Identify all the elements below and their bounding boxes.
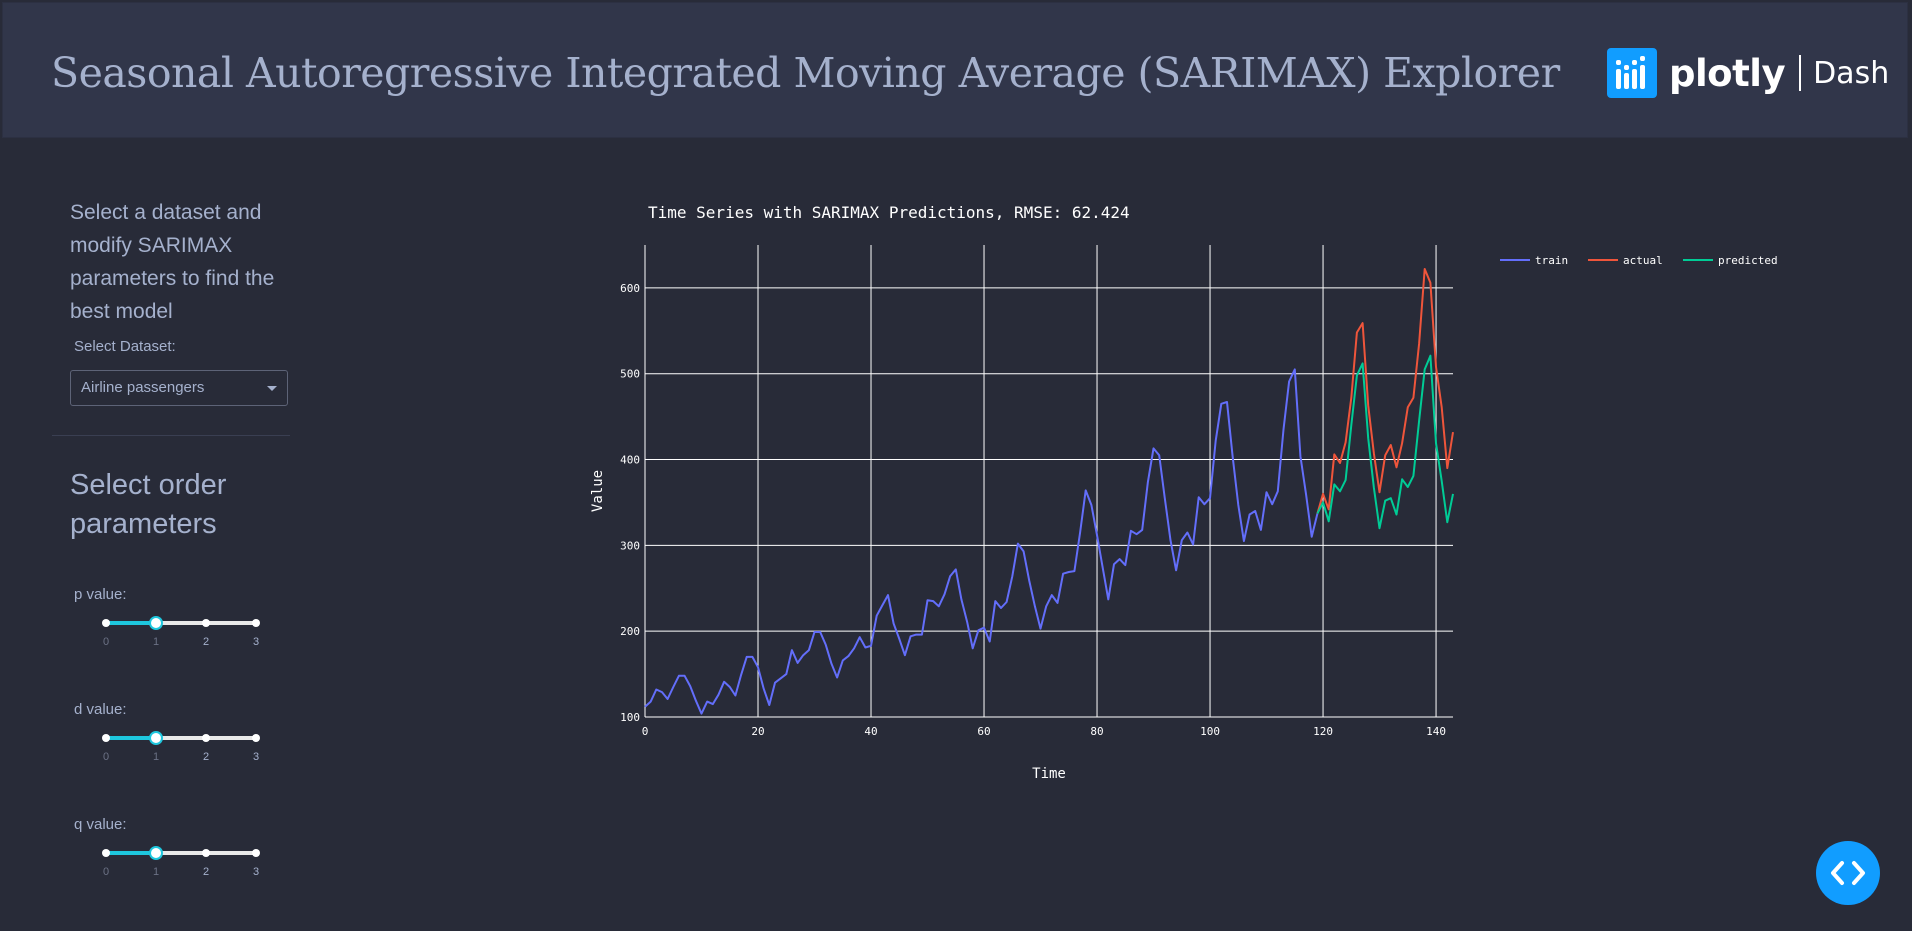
y-tick-label: 400 (620, 454, 640, 467)
x-tick-label: 100 (1200, 725, 1220, 738)
x-tick-label: 80 (1090, 725, 1103, 738)
x-axis-label: Time (1032, 766, 1066, 782)
slider-mark[interactable]: 3 (252, 866, 260, 878)
code-icon (1831, 861, 1865, 885)
slider-mark[interactable]: 0 (102, 636, 110, 648)
slider-mark[interactable]: 1 (152, 636, 160, 648)
chart-legend[interactable]: train actual predicted (1500, 254, 1778, 267)
chevron-down-icon[interactable] (267, 386, 277, 391)
chart-title: Time Series with SARIMAX Predictions, RM… (648, 203, 1130, 222)
series-line-train[interactable] (644, 368, 1319, 715)
slider-mark[interactable]: 3 (252, 751, 260, 763)
logo-suffix: Dash (1813, 55, 1890, 91)
d-value-label: d value: (74, 701, 127, 718)
header-banner: Seasonal Autoregressive Integrated Movin… (2, 2, 1908, 138)
slider-dot[interactable] (202, 849, 210, 857)
slider-handle[interactable] (149, 616, 163, 630)
slider-rail[interactable] (106, 851, 256, 855)
legend-label: actual (1623, 254, 1663, 267)
q-value-slider[interactable]: 0 1 2 3 (102, 842, 272, 882)
y-tick-label: 200 (620, 625, 640, 638)
chart-series[interactable] (644, 268, 1454, 715)
dataset-value: Airline passengers (81, 379, 205, 396)
slider-dot[interactable] (202, 734, 210, 742)
d-value-slider[interactable]: 0 1 2 3 (102, 727, 272, 767)
slider-track (106, 851, 156, 855)
plotly-logo-icon (1607, 48, 1657, 98)
slider-rail[interactable] (106, 736, 256, 740)
logo-word: plotly (1669, 51, 1786, 95)
y-tick-label: 100 (620, 711, 640, 724)
slider-mark[interactable]: 2 (202, 866, 210, 878)
q-value-label: q value: (74, 816, 127, 833)
legend-item-train[interactable]: train (1500, 254, 1568, 267)
p-value-label: p value: (74, 586, 127, 603)
slider-dot[interactable] (252, 849, 260, 857)
legend-item-predicted[interactable]: predicted (1683, 254, 1778, 267)
x-tick-label: 0 (642, 725, 649, 738)
y-tick-label: 600 (620, 282, 640, 295)
plotly-dash-logo[interactable]: plotly Dash (1607, 47, 1889, 99)
slider-dot[interactable] (102, 849, 110, 857)
y-axis-label: Value (590, 470, 606, 512)
slider-mark[interactable]: 3 (252, 636, 260, 648)
slider-rail[interactable] (106, 621, 256, 625)
y-tick-label: 500 (620, 368, 640, 381)
slider-track (106, 621, 156, 625)
slider-mark[interactable]: 0 (102, 866, 110, 878)
legend-label: predicted (1718, 254, 1778, 267)
series-line-actual[interactable] (1316, 268, 1454, 514)
slider-mark[interactable]: 0 (102, 751, 110, 763)
x-tick-label: 60 (977, 725, 990, 738)
page-title: Seasonal Autoregressive Integrated Movin… (51, 49, 1560, 97)
x-tick-label: 120 (1313, 725, 1333, 738)
legend-item-actual[interactable]: actual (1588, 254, 1663, 267)
slider-mark[interactable]: 2 (202, 751, 210, 763)
slider-handle[interactable] (149, 731, 163, 745)
x-tick-label: 20 (751, 725, 764, 738)
chart-grid (644, 245, 1453, 718)
chart-ticks: 0 20 40 60 80 100 120 140 100 200 300 400 500 600 (620, 282, 1446, 738)
slider-dot[interactable] (102, 734, 110, 742)
x-tick-label: 40 (864, 725, 877, 738)
slider-dot[interactable] (252, 619, 260, 627)
order-section-title: Select order parameters (70, 469, 227, 540)
dataset-label: Select Dataset: (74, 338, 176, 355)
logo-separator (1799, 55, 1802, 91)
y-tick-label: 300 (620, 539, 640, 552)
legend-label: train (1535, 254, 1568, 267)
p-value-slider[interactable]: 0 1 2 3 (102, 612, 272, 652)
slider-dot[interactable] (102, 619, 110, 627)
code-toggle-button[interactable] (1816, 841, 1880, 905)
divider (52, 435, 290, 436)
dataset-dropdown[interactable]: Airline passengers (70, 370, 288, 406)
slider-handle[interactable] (149, 846, 163, 860)
series-line-predicted[interactable] (1316, 354, 1454, 530)
slider-dot[interactable] (202, 619, 210, 627)
intro-text: Select a dataset and modify SARIMAX para… (70, 201, 275, 323)
slider-mark[interactable]: 2 (202, 636, 210, 648)
x-tick-label: 140 (1426, 725, 1446, 738)
forecast-chart[interactable]: Time Series with SARIMAX Predictions, RM… (580, 185, 1800, 805)
slider-mark[interactable]: 1 (152, 751, 160, 763)
slider-dot[interactable] (252, 734, 260, 742)
slider-mark[interactable]: 1 (152, 866, 160, 878)
slider-track (106, 736, 156, 740)
